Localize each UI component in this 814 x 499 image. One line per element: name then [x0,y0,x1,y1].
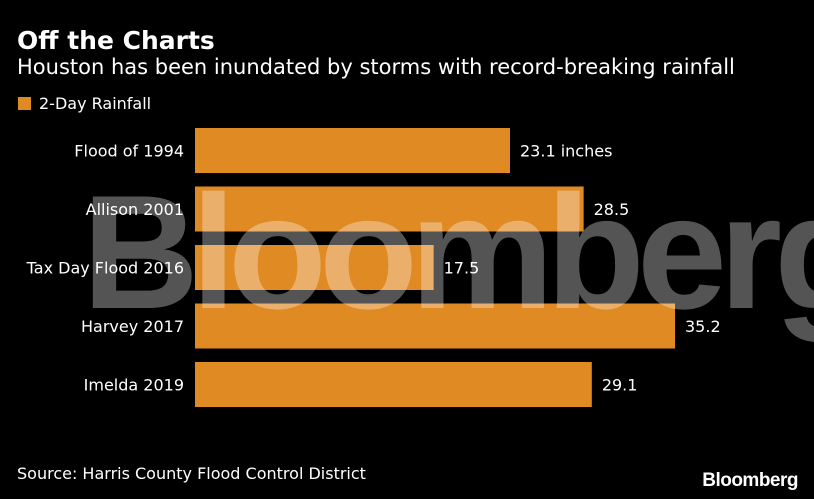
data-label: 35.2 [685,317,721,336]
chart-title: Off the Charts [17,26,215,55]
legend-label: 2-Day Rainfall [39,94,152,113]
bloomberg-logo: Bloomberg [702,470,798,491]
category-label: Flood of 1994 [74,142,184,161]
legend-swatch [18,97,31,110]
legend: 2-Day Rainfall [18,94,151,113]
category-label: Allison 2001 [86,200,184,219]
bar [195,128,510,173]
chart-subtitle: Houston has been inundated by storms wit… [17,55,735,79]
data-label: 29.1 [602,376,638,395]
data-label: 28.5 [594,200,630,219]
category-label: Harvey 2017 [81,317,184,336]
bar [195,186,584,232]
data-label: 17.5 [444,259,480,278]
source-note: Source: Harris County Flood Control Dist… [17,464,366,483]
category-label: Imelda 2019 [84,376,184,395]
category-label: Tax Day Flood 2016 [26,259,184,278]
bar [195,245,434,290]
data-label: 23.1 inches [520,142,612,161]
bar [195,362,592,407]
bar [195,303,675,349]
